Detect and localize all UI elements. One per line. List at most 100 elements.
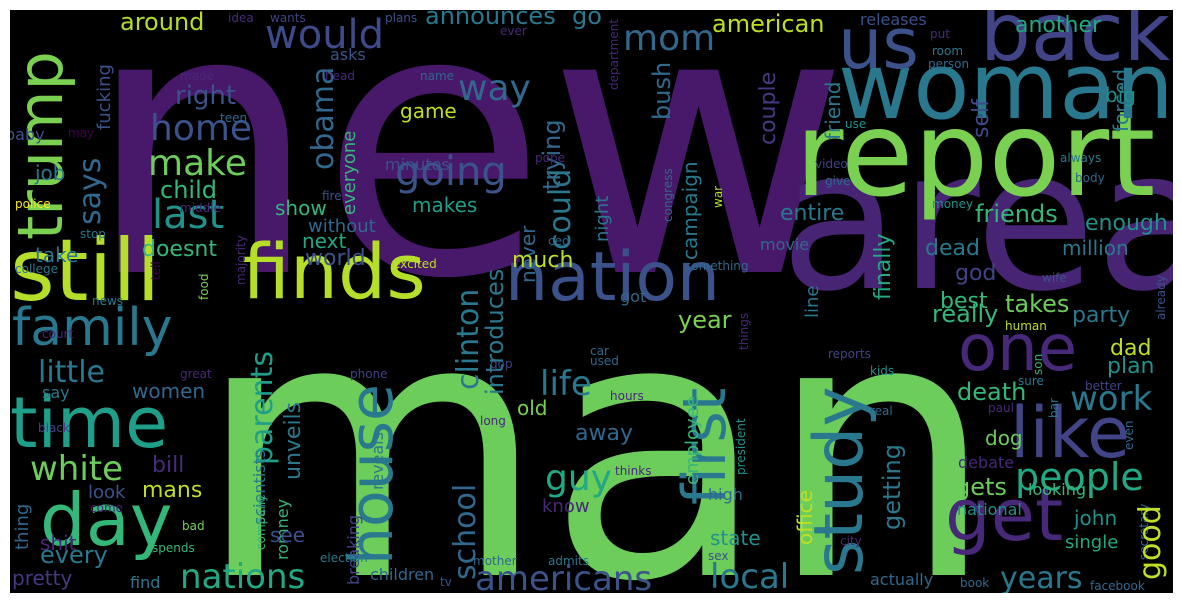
word-every: every [40, 541, 108, 569]
word-kids: kids [870, 364, 894, 378]
word-bar: bar [1047, 398, 1061, 418]
word-couple: couple [756, 72, 781, 145]
word-pope: pope [535, 151, 565, 165]
word-plans: plans [385, 11, 417, 25]
word-mans: mans [142, 478, 202, 503]
word-go: go [572, 10, 602, 30]
word-pretty: pretty [12, 566, 72, 590]
word-nation: nation [505, 238, 720, 317]
word-finds: finds [242, 227, 426, 316]
word-room: room [932, 44, 963, 58]
word-things: things [737, 313, 751, 350]
word-john: john [1073, 506, 1117, 530]
word-come: come [90, 501, 123, 515]
word-never: never [516, 225, 540, 283]
word-without: without [308, 216, 376, 237]
word-year: year [678, 306, 732, 334]
word-actually: actually [870, 570, 933, 589]
word-mother: mother [473, 554, 517, 568]
word-something: something [685, 259, 749, 273]
word-secretary: secretary [1137, 504, 1151, 560]
word-say: say [42, 383, 70, 402]
word-going: going [395, 149, 507, 195]
word-makes: makes [412, 193, 477, 217]
word-news: news [92, 294, 123, 308]
word-high: high [708, 485, 743, 504]
word-college: college [15, 262, 58, 276]
word-first: first [670, 388, 740, 505]
word-last: last [152, 192, 224, 238]
word-right: right [175, 81, 236, 111]
word-show: show [275, 196, 327, 220]
word-court: court [42, 327, 73, 341]
word-department: department [607, 19, 621, 90]
word-fucking: fucking [94, 64, 115, 130]
word-shit: shit [40, 531, 77, 555]
word-old: old [517, 396, 548, 420]
word-sex: sex [708, 549, 729, 563]
word-american: american [712, 10, 825, 38]
word-night: night [592, 196, 613, 242]
word-use: use [845, 117, 866, 131]
word-says: says [73, 158, 108, 225]
word-book: book [960, 576, 989, 590]
word-car: car [590, 344, 609, 358]
word-nations: nations [180, 557, 305, 593]
word-video: video [815, 157, 848, 171]
word-around: around [120, 10, 204, 36]
word-may: may [68, 126, 94, 140]
word-area: area [780, 107, 1173, 334]
word-line: line [802, 286, 823, 318]
word-single: single [1065, 532, 1118, 553]
word-dog: dog [985, 426, 1023, 450]
word-romney: romney [273, 499, 292, 560]
word-bad: bad [182, 519, 205, 533]
word-majority: majority [234, 235, 248, 285]
word-much: much [512, 248, 573, 273]
word-guy: guy [545, 458, 612, 499]
word-another: another [1015, 13, 1102, 38]
word-everyone: everyone [339, 131, 360, 215]
word-phone: phone [350, 367, 388, 381]
word-child: child [160, 176, 217, 204]
word-announces: announces [425, 10, 556, 30]
word-study: study [800, 386, 879, 575]
word-dad: dad [1110, 336, 1151, 361]
word-really: really [932, 300, 998, 328]
word-finally: finally [871, 233, 896, 300]
word-body: body [1075, 171, 1105, 185]
word-enough: enough [1085, 211, 1168, 236]
word-take: take [35, 243, 78, 267]
word-put: put [930, 27, 950, 41]
word-women: women [132, 379, 205, 403]
word-office: office [793, 490, 817, 545]
word-white: white [30, 449, 123, 489]
word-man: man [196, 241, 995, 593]
word-teen: teen [220, 111, 247, 125]
word-game: game [400, 99, 457, 123]
word-children: children [370, 565, 434, 584]
word-make: make [148, 143, 247, 184]
word-cloud-canvas: new man area report woman still finds back us tru… [10, 10, 1173, 593]
word-gets: gets [955, 473, 1007, 501]
word-bush: bush [648, 62, 676, 120]
word-city: city [840, 534, 862, 548]
word-spends: spends [152, 541, 195, 555]
word-woman: woman [838, 33, 1173, 140]
word-already: already [1154, 275, 1168, 320]
word-would: would [265, 12, 384, 58]
word-death: death [957, 378, 1026, 406]
word-friends: friends [975, 200, 1058, 228]
word-long: long [480, 414, 506, 428]
word-family: family [12, 298, 173, 358]
word-human: human [1005, 319, 1047, 333]
word-still: still [10, 221, 160, 321]
word-thing: thing [12, 504, 33, 550]
word-great: great [180, 367, 212, 381]
word-years: years [1000, 561, 1083, 593]
word-back: back [980, 10, 1171, 79]
word-campaign: campaign [678, 161, 702, 260]
word-reports: reports [828, 347, 871, 361]
word-day: day [40, 478, 172, 562]
word-time: time [10, 382, 168, 464]
